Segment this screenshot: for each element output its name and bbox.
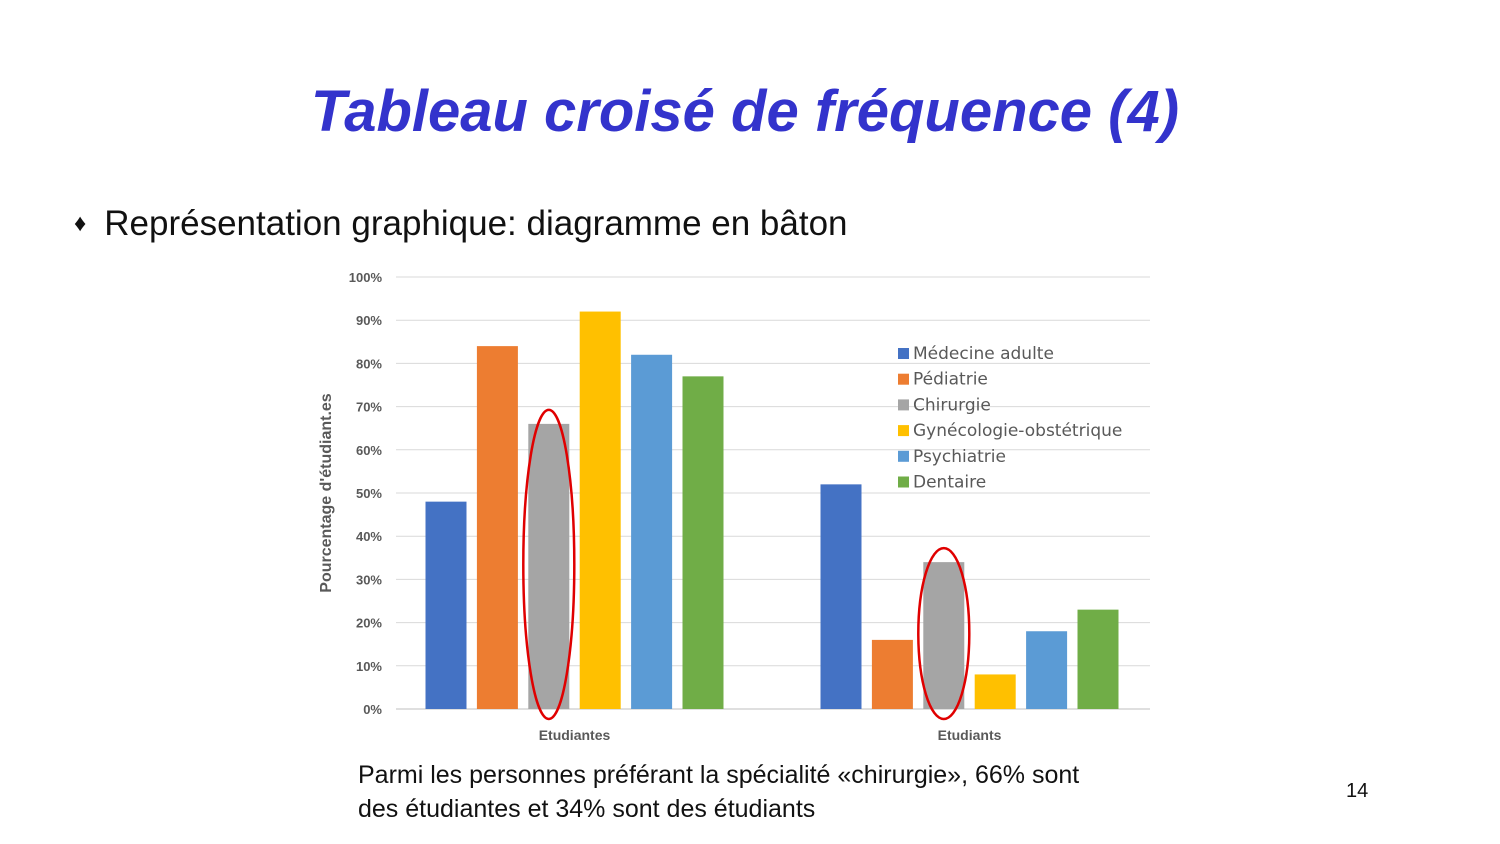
y-tick-label: 100% — [349, 270, 383, 285]
legend-swatch — [898, 425, 909, 437]
legend-label: Médecine adulte — [913, 344, 1054, 364]
y-tick-label: 20% — [356, 616, 382, 631]
y-tick-label: 90% — [356, 313, 382, 328]
bar — [579, 311, 621, 709]
diamond-bullet-icon: ♦ — [74, 210, 87, 237]
y-tick-label: 50% — [356, 486, 382, 501]
y-tick-label: 10% — [356, 659, 382, 674]
bar — [528, 423, 570, 709]
x-category-label: Etudiants — [938, 727, 1002, 743]
y-tick-label: 30% — [356, 572, 382, 587]
bar — [425, 501, 467, 709]
bar — [631, 354, 673, 709]
bar — [1026, 631, 1068, 709]
bar — [820, 484, 862, 709]
y-tick-label: 70% — [356, 400, 382, 415]
bullet-text: Représentation graphique: diagramme en b… — [104, 204, 848, 243]
bar — [682, 376, 724, 709]
legend-swatch — [898, 399, 909, 411]
legend-swatch — [898, 373, 909, 385]
legend-label: Gynécologie-obstétrique — [913, 421, 1122, 441]
y-tick-label: 60% — [356, 443, 382, 458]
legend-label: Psychiatrie — [913, 447, 1006, 467]
slide-title: Tableau croisé de fréquence (4) — [310, 79, 1180, 144]
caption-line-1: Parmi les personnes préférant la spécial… — [358, 761, 1080, 789]
legend-label: Dentaire — [913, 473, 986, 493]
y-axis-label: Pourcentage d'étudiant.es — [318, 393, 335, 593]
bar-chart: 0% 10% 20% 30% 40% 50% 60% 70% 80% 90% 100% Pourcen… — [318, 270, 1150, 743]
legend-swatch — [898, 476, 909, 488]
bar — [476, 346, 518, 709]
bar — [923, 562, 965, 709]
legend-label: Chirurgie — [913, 395, 991, 415]
caption: Parmi les personnes préférant la spécial… — [358, 758, 1218, 826]
caption-line-2: des étudiantes et 34% sont des étudiants — [358, 795, 816, 823]
y-tick-label: 40% — [356, 529, 382, 544]
y-tick-label: 80% — [356, 356, 382, 371]
legend-label: Pédiatrie — [913, 370, 988, 390]
legend-swatch — [898, 348, 909, 359]
page-number: 14 — [1346, 780, 1369, 802]
bar — [1077, 609, 1119, 709]
highlight-ellipse — [917, 546, 971, 721]
bullet-item: ♦ Représentation graphique: diagramme en… — [74, 204, 848, 244]
legend-swatch — [898, 450, 909, 462]
bar — [974, 674, 1016, 709]
highlight-ellipse — [522, 408, 576, 721]
y-tick-label: 0% — [363, 702, 382, 717]
x-category-label: Etudiantes — [539, 727, 611, 743]
bar — [871, 639, 913, 709]
